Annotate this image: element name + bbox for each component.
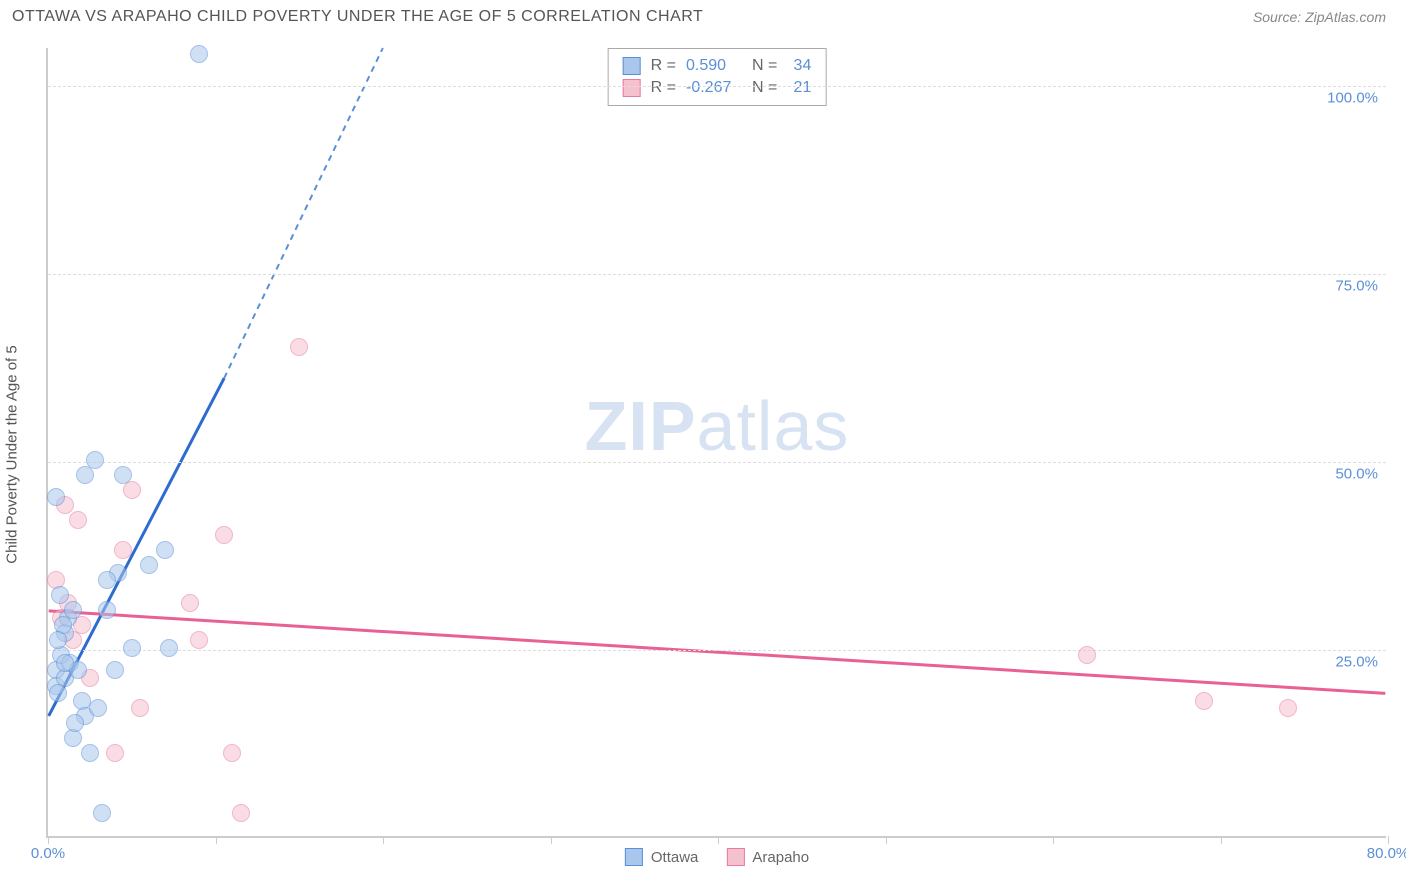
stat-n-label: N = [752, 57, 777, 75]
chart-title: OTTAWA VS ARAPAHO CHILD POVERTY UNDER TH… [12, 8, 703, 26]
x-tick [1053, 836, 1054, 844]
scatter-chart: ZIPatlas R = 0.590 N = 34 R = -0.267 N =… [46, 48, 1386, 838]
y-tick-label: 100.0% [1327, 89, 1378, 106]
data-point [49, 631, 67, 649]
data-point [56, 654, 74, 672]
data-point [190, 45, 208, 63]
data-point [47, 488, 65, 506]
y-tick-label: 75.0% [1335, 277, 1378, 294]
data-point [76, 466, 94, 484]
trend-line [49, 611, 1386, 694]
arapaho-swatch [623, 79, 641, 97]
data-point [1279, 699, 1297, 717]
ottawa-n-value: 34 [787, 57, 811, 75]
x-tick [383, 836, 384, 844]
data-point [114, 541, 132, 559]
ottawa-swatch [623, 57, 641, 75]
data-point [1195, 692, 1213, 710]
source-attribution: Source: ZipAtlas.com [1253, 9, 1386, 25]
ottawa-r-value: 0.590 [686, 57, 742, 75]
stat-n-label: N = [752, 79, 777, 97]
x-tick-label: 80.0% [1367, 845, 1406, 862]
data-point [131, 699, 149, 717]
x-tick [718, 836, 719, 844]
stats-row-arapaho: R = -0.267 N = 21 [623, 77, 812, 99]
data-point [290, 338, 308, 356]
data-point [215, 526, 233, 544]
watermark-rest: atlas [697, 387, 850, 465]
trend-lines-svg [48, 48, 1386, 836]
data-point [49, 684, 67, 702]
data-point [86, 451, 104, 469]
arapaho-n-value: 21 [787, 79, 811, 97]
y-tick-label: 25.0% [1335, 653, 1378, 670]
stats-row-ottawa: R = 0.590 N = 34 [623, 55, 812, 77]
ottawa-swatch-icon [625, 848, 643, 866]
data-point [106, 744, 124, 762]
trend-line [224, 48, 383, 378]
bottom-legend: Ottawa Arapaho [625, 848, 809, 866]
legend-item-arapaho: Arapaho [726, 848, 809, 866]
data-point [98, 571, 116, 589]
x-tick [48, 836, 49, 844]
data-point [89, 699, 107, 717]
data-point [66, 714, 84, 732]
stats-legend-box: R = 0.590 N = 34 R = -0.267 N = 21 [608, 48, 827, 106]
data-point [93, 804, 111, 822]
data-point [160, 639, 178, 657]
data-point [190, 631, 208, 649]
data-point [106, 661, 124, 679]
gridline [48, 462, 1386, 463]
x-tick [551, 836, 552, 844]
data-point [140, 556, 158, 574]
ottawa-legend-label: Ottawa [651, 849, 699, 866]
arapaho-swatch-icon [726, 848, 744, 866]
x-tick [216, 836, 217, 844]
x-tick [1221, 836, 1222, 844]
data-point [51, 586, 69, 604]
stat-r-label: R = [651, 57, 676, 75]
y-axis-label: Child Poverty Under the Age of 5 [4, 345, 21, 563]
legend-item-ottawa: Ottawa [625, 848, 699, 866]
x-tick-label: 0.0% [31, 845, 65, 862]
arapaho-r-value: -0.267 [686, 79, 742, 97]
data-point [156, 541, 174, 559]
data-point [123, 639, 141, 657]
gridline [48, 650, 1386, 651]
y-tick-label: 50.0% [1335, 465, 1378, 482]
watermark: ZIPatlas [585, 386, 850, 466]
arapaho-legend-label: Arapaho [752, 849, 809, 866]
gridline [48, 274, 1386, 275]
watermark-bold: ZIP [585, 387, 697, 465]
data-point [81, 744, 99, 762]
x-tick [1388, 836, 1389, 844]
data-point [69, 511, 87, 529]
data-point [1078, 646, 1096, 664]
data-point [98, 601, 116, 619]
gridline [48, 86, 1386, 87]
data-point [114, 466, 132, 484]
data-point [232, 804, 250, 822]
stat-r-label: R = [651, 79, 676, 97]
data-point [223, 744, 241, 762]
x-tick [886, 836, 887, 844]
data-point [181, 594, 199, 612]
